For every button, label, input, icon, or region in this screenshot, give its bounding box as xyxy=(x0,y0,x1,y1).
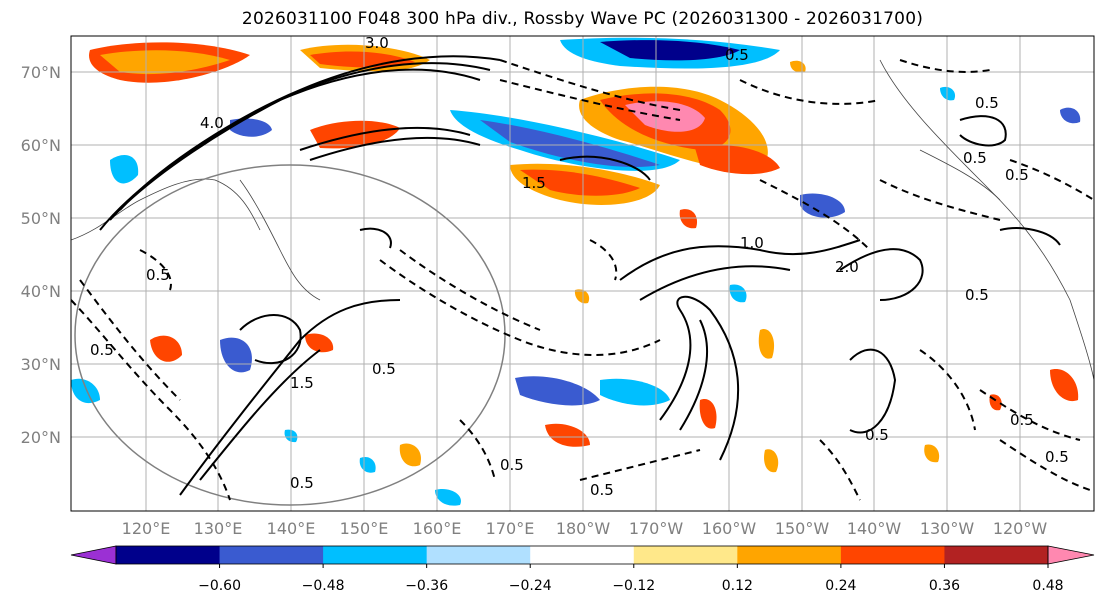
contour-label: 0.5 xyxy=(500,456,524,474)
colorbar: −0.60 −0.48 −0.36 −0.24 −0.12 0.12 0.24 0.36 0.4… xyxy=(70,545,1095,594)
contour-label: 0.5 xyxy=(865,426,889,444)
lat-label: 50°N xyxy=(21,209,61,228)
colorbar-segment xyxy=(737,546,842,564)
lon-label: 180°W xyxy=(556,519,611,538)
contour-label: 0.5 xyxy=(372,360,396,378)
contour-label: 0.5 xyxy=(963,149,987,167)
contours-positive xyxy=(99,55,1061,496)
lon-label: 170°E xyxy=(486,519,535,538)
lat-label: 70°N xyxy=(21,63,61,82)
colorbar-segment xyxy=(219,546,324,564)
contour-label: 0.5 xyxy=(1010,411,1034,429)
contour-label: 0.5 xyxy=(725,46,749,64)
contour-label: 0.5 xyxy=(290,474,314,492)
contour-label: 4.0 xyxy=(200,114,224,132)
contour-label: 1.5 xyxy=(522,174,546,192)
lat-label: 60°N xyxy=(21,136,61,155)
map-panel: 3.0 4.0 1.5 0.5 0.5 1.5 0.5 0.5 0.5 0.5 … xyxy=(71,34,1094,511)
lon-label: 130°W xyxy=(920,519,975,538)
colorbar-segment xyxy=(116,546,221,564)
colorbar-segment xyxy=(426,546,531,564)
lon-label: 140°E xyxy=(267,519,316,538)
map-border xyxy=(70,35,1095,512)
contour-label: 0.5 xyxy=(590,481,614,499)
chart-title: 2026031100 F048 300 hPa div., Rossby Wav… xyxy=(241,9,924,29)
colorbar-tick-label: −0.24 xyxy=(509,578,552,594)
lat-label: 20°N xyxy=(21,428,61,447)
lon-label: 150°E xyxy=(340,519,389,538)
contour-label: 3.0 xyxy=(365,34,389,52)
colorbar-segment xyxy=(530,546,635,564)
colorbar-tick-label: 0.36 xyxy=(929,578,960,594)
colorbar-tick-label: −0.12 xyxy=(612,578,655,594)
colorbar-extend-low xyxy=(70,545,117,565)
colorbar-tick-label: −0.60 xyxy=(198,578,241,594)
lon-label: 160°E xyxy=(413,519,462,538)
colorbar-tick-label: 0.48 xyxy=(1032,578,1063,594)
graticule xyxy=(71,36,1094,511)
lat-label: 40°N xyxy=(21,282,61,301)
colorbar-segment xyxy=(323,546,428,564)
contour-label: 2.0 xyxy=(835,258,859,276)
lon-label: 130°E xyxy=(194,519,243,538)
colorbar-tick-label: −0.36 xyxy=(405,578,448,594)
lat-label: 30°N xyxy=(21,355,61,374)
colorbar-tick-label: −0.48 xyxy=(302,578,345,594)
colorbar-segment xyxy=(633,546,738,564)
contour-labels: 3.0 4.0 1.5 0.5 0.5 1.5 0.5 0.5 0.5 0.5 … xyxy=(90,34,1069,499)
contour-label: 0.5 xyxy=(90,341,114,359)
contour-label: 0.5 xyxy=(146,266,170,284)
lon-label: 160°W xyxy=(702,519,757,538)
contour-label: 1.0 xyxy=(740,234,764,252)
contours-negative xyxy=(71,59,1094,501)
colorbar-segment xyxy=(944,546,1049,564)
colorbar-tick-label: 0.24 xyxy=(825,578,856,594)
contour-label: 0.5 xyxy=(1005,166,1029,184)
lon-label: 170°W xyxy=(629,519,684,538)
lon-label: 120°E xyxy=(122,519,171,538)
latitude-labels: 70°N 60°N 50°N 40°N 30°N 20°N xyxy=(21,63,61,447)
lon-label: 150°W xyxy=(775,519,830,538)
colorbar-segment xyxy=(840,546,945,564)
lon-label: 120°W xyxy=(993,519,1048,538)
contour-label: 0.5 xyxy=(965,286,989,304)
colorbar-border xyxy=(115,545,1049,565)
contour-label: 1.5 xyxy=(290,374,314,392)
colorbar-extend-high xyxy=(1047,545,1095,565)
contour-label: 0.5 xyxy=(975,94,999,112)
contour-label: 0.5 xyxy=(1045,448,1069,466)
lon-label: 140°W xyxy=(847,519,902,538)
colorbar-tick-label: 0.12 xyxy=(722,578,753,594)
reference-circle xyxy=(74,164,506,506)
longitude-labels: 120°E 130°E 140°E 150°E 160°E 170°E 180°… xyxy=(122,519,1048,538)
